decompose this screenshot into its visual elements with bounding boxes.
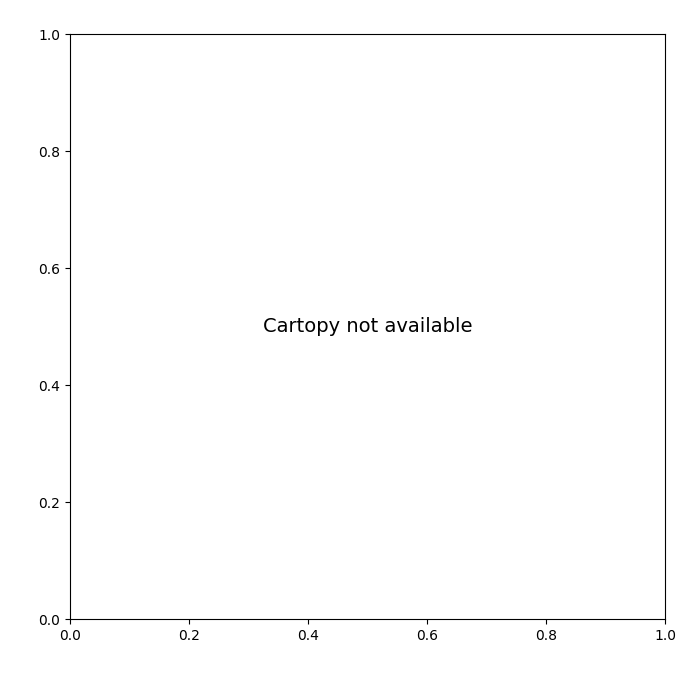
Text: Cartopy not available: Cartopy not available: [262, 317, 472, 336]
